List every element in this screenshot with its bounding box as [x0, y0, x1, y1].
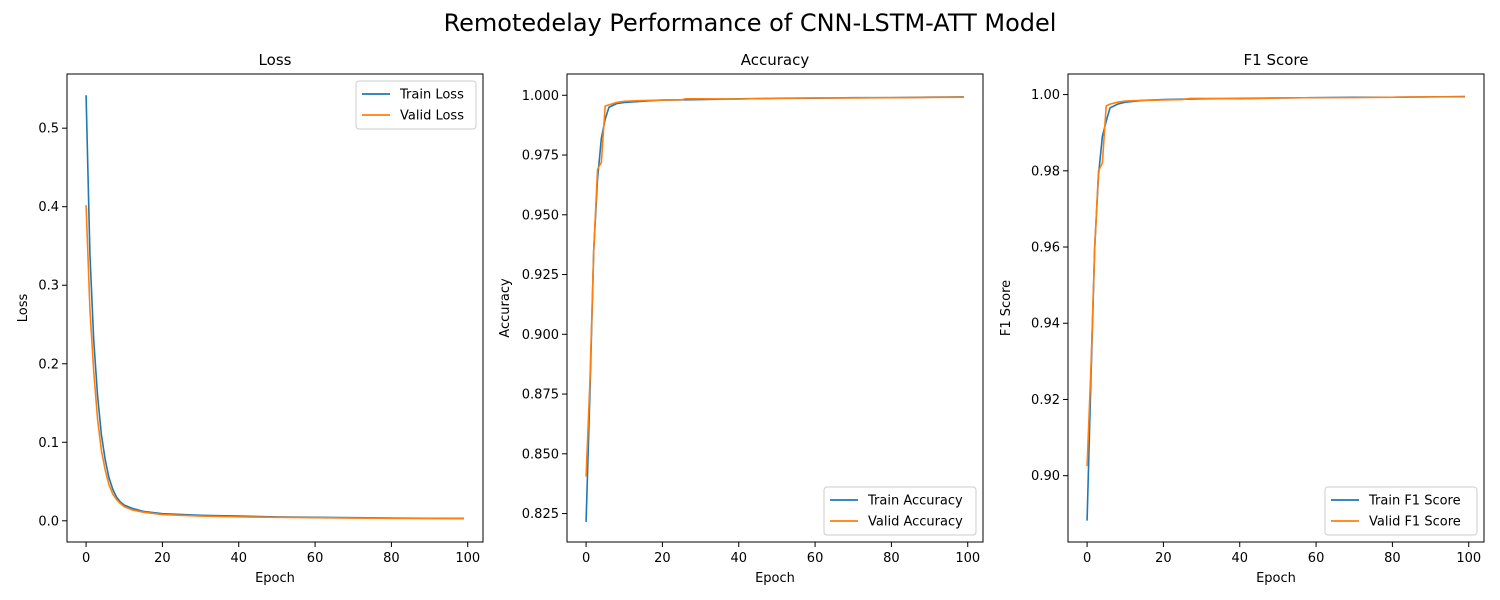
legend-label: Train F1 Score	[1368, 494, 1461, 509]
x-axis-label: Epoch	[755, 571, 795, 586]
y-tick-label: 0.0	[38, 514, 59, 529]
y-tick-label: 0.975	[522, 149, 559, 164]
y-tick-label: 0.875	[522, 388, 559, 403]
series-line-valid	[585, 96, 964, 477]
y-tick-label: 0.950	[522, 208, 559, 223]
x-tick-label: 40	[1231, 551, 1248, 566]
x-tick-label: 0	[82, 551, 90, 566]
axes-frame	[566, 73, 984, 543]
y-tick-label: 0.2	[38, 357, 59, 372]
legend: Train F1 Score Valid F1 Score	[1324, 486, 1478, 536]
y-tick-label: 0.94	[1031, 317, 1060, 332]
x-tick-label: 60	[807, 551, 824, 566]
y-tick-label: 0.98	[1031, 164, 1060, 179]
x-tick-label: 0	[1083, 551, 1091, 566]
legend-box	[1324, 486, 1478, 536]
y-tick-label: 0.90	[1031, 469, 1060, 484]
legend: Train Loss Valid Loss	[355, 80, 477, 130]
x-axis-label: Epoch	[1256, 571, 1296, 586]
x-tick-label: 100	[455, 551, 480, 566]
figure-title: Remotedelay Performance of CNN-LSTM-ATT …	[444, 9, 1057, 37]
panel-title: F1 Score	[1244, 51, 1309, 69]
series-line-valid	[1086, 96, 1465, 467]
chart-panels: 0 20 40 60 80 100 0.0 0.1 0.2 0.3 0.4 0.5 Loss Epoch L…	[16, 51, 1485, 586]
legend-label: Valid Accuracy	[868, 515, 963, 530]
x-tick-label: 80	[383, 551, 400, 566]
legend-label: Valid Loss	[400, 109, 464, 124]
y-tick-label: 0.3	[38, 279, 59, 294]
x-axis-label: Epoch	[255, 571, 295, 586]
chart-panel-1: 0 20 40 60 80 100 0.0 0.1 0.2 0.3 0.4 0.5 Loss Epoch L…	[16, 51, 484, 586]
legend-box	[823, 486, 977, 536]
legend-box	[355, 80, 477, 130]
y-axis-label: Loss	[16, 294, 31, 323]
y-tick-label: 0.1	[38, 436, 59, 451]
x-tick-label: 100	[1456, 551, 1481, 566]
x-tick-label: 80	[1384, 551, 1401, 566]
series-line-valid	[85, 205, 464, 520]
y-axis-label: F1 Score	[999, 280, 1014, 336]
legend-label: Train Loss	[399, 88, 464, 103]
axes-frame	[1067, 73, 1485, 543]
y-tick-label: 0.925	[522, 268, 559, 283]
y-tick-label: 0.96	[1031, 241, 1060, 256]
x-tick-label: 0	[582, 551, 590, 566]
x-tick-label: 20	[154, 551, 171, 566]
x-tick-label: 60	[307, 551, 324, 566]
legend-label: Train Accuracy	[867, 494, 963, 509]
x-tick-label: 100	[955, 551, 980, 566]
chart-panel-3: 0 20 40 60 80 100 0.90 0.92 0.94 0.96 0.98 1.00 F1 S…	[999, 51, 1485, 586]
y-tick-label: 0.900	[522, 328, 559, 343]
chart-panel-2: 0 20 40 60 80 100 0.825 0.850 0.875 0.900 0.925 0.9…	[498, 51, 984, 586]
panel-title: Accuracy	[741, 51, 810, 69]
y-tick-label: 0.5	[38, 122, 59, 137]
y-tick-label: 1.00	[1031, 88, 1060, 103]
y-tick-label: 1.000	[522, 89, 559, 104]
y-axis-label: Accuracy	[498, 278, 513, 338]
x-tick-label: 40	[730, 551, 747, 566]
y-tick-label: 0.850	[522, 447, 559, 462]
axes-frame	[66, 73, 484, 543]
legend: Train Accuracy Valid Accuracy	[823, 486, 977, 536]
y-tick-label: 0.4	[38, 200, 59, 215]
y-tick-label: 0.825	[522, 507, 559, 522]
x-tick-label: 60	[1308, 551, 1325, 566]
panel-title: Loss	[259, 51, 292, 69]
legend-label: Valid F1 Score	[1369, 515, 1461, 530]
x-tick-label: 20	[654, 551, 671, 566]
x-tick-label: 80	[883, 551, 900, 566]
y-tick-label: 0.92	[1031, 393, 1060, 408]
x-tick-label: 20	[1155, 551, 1172, 566]
x-tick-label: 40	[230, 551, 247, 566]
